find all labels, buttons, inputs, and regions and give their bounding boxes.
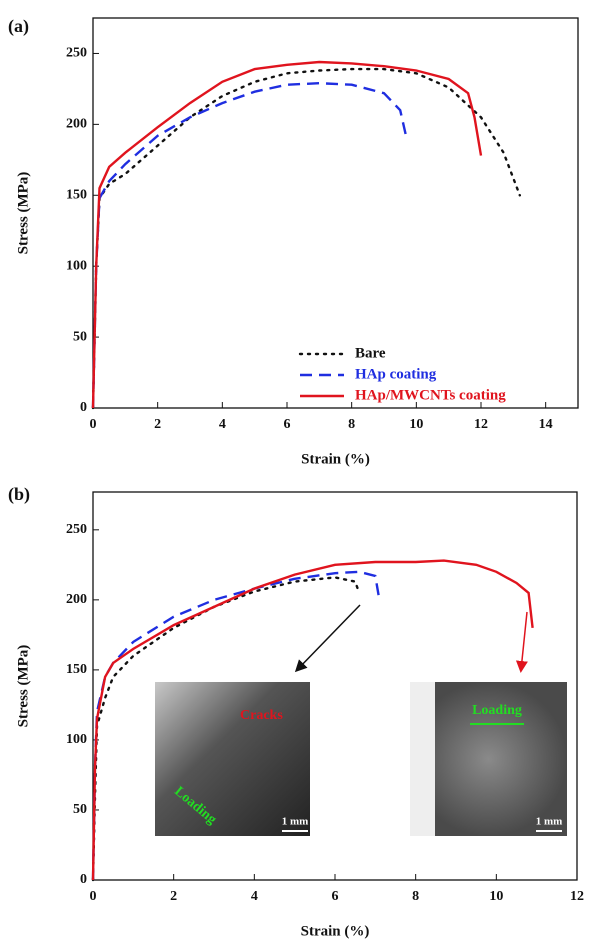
arrow <box>515 611 528 673</box>
plot-frame <box>92 17 579 409</box>
micrograph-edge <box>410 682 435 836</box>
x-axis-label: Strain (%) <box>301 923 370 939</box>
x-tick-label: 6 <box>332 889 339 904</box>
y-tick-label: 0 <box>80 872 87 887</box>
annotation: Loading <box>472 703 522 718</box>
panel-label: (a) <box>8 16 29 37</box>
y-tick-label: 150 <box>66 662 87 677</box>
x-tick-label: 14 <box>539 417 553 432</box>
y-tick-label: 50 <box>73 802 87 817</box>
annotation: 1 mm <box>282 816 309 828</box>
y-tick-label: 200 <box>66 117 87 132</box>
x-tick-label: 4 <box>251 889 258 904</box>
data-line <box>91 559 534 881</box>
insets: Cracks Loading 1 mm Loading 1 mm <box>155 604 567 836</box>
data-line <box>91 67 521 410</box>
x-tick-label: 2 <box>154 417 161 432</box>
panel: (a) Strain (%) Stress (MPa) 0 2 4 6 8 10 12 14 0 50 1… <box>8 16 579 467</box>
y-tick-label: 250 <box>66 522 87 537</box>
legend-label: HAp coating <box>355 366 437 382</box>
panel-label: (b) <box>8 484 30 505</box>
y-axis-label: Stress (MPa) <box>15 172 31 255</box>
panel: (b) Strain (%) Stress (MPa) 0 2 4 6 8 10 12 0 50 100… <box>8 484 584 939</box>
micrograph <box>155 682 310 836</box>
data-line <box>91 60 483 409</box>
annotation: Cracks <box>240 708 283 723</box>
y-tick-label: 0 <box>80 400 87 415</box>
y-tick-label: 100 <box>66 732 87 747</box>
micrograph <box>410 682 567 836</box>
legend-label: HAp/MWCNTs coating <box>355 387 506 403</box>
data-line <box>91 81 408 409</box>
y-axis-label: Stress (MPa) <box>15 645 31 728</box>
x-axis-label: Strain (%) <box>301 451 370 467</box>
x-tick-label: 10 <box>409 417 423 432</box>
x-tick-label: 6 <box>284 417 291 432</box>
x-tick-label: 0 <box>90 889 97 904</box>
arrow <box>294 604 361 673</box>
x-tick-label: 12 <box>474 417 488 432</box>
x-tick-label: 4 <box>219 417 226 432</box>
x-tick-label: 10 <box>489 889 503 904</box>
y-tick-label: 150 <box>66 187 87 202</box>
x-tick-label: 8 <box>412 889 419 904</box>
y-tick-label: 200 <box>66 592 87 607</box>
x-tick-label: 8 <box>348 417 355 432</box>
y-tick-label: 100 <box>66 258 87 273</box>
y-tick-label: 250 <box>66 46 87 61</box>
x-tick-label: 2 <box>170 889 177 904</box>
x-tick-label: 0 <box>90 417 97 432</box>
y-tick-label: 50 <box>73 329 87 344</box>
x-tick-label: 12 <box>570 889 584 904</box>
annotation: 1 mm <box>536 816 563 828</box>
legend-label: Bare <box>355 345 386 361</box>
